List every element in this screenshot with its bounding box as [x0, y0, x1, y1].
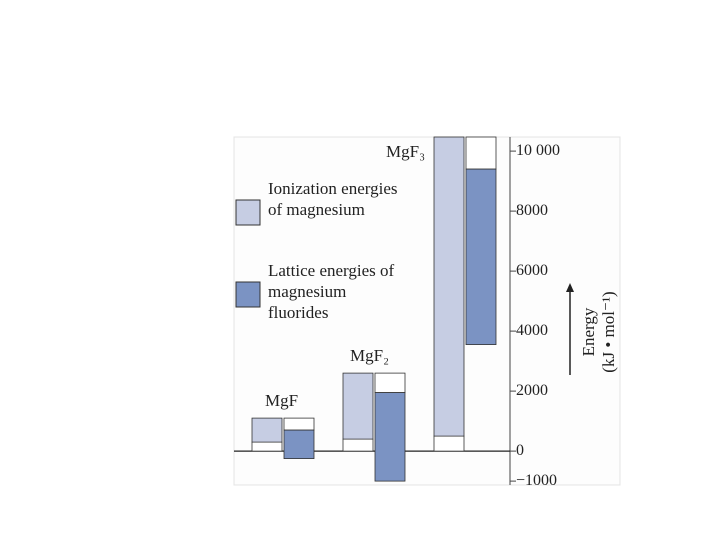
- ionization-bar: [433, 136, 465, 437]
- ionization-bar: [342, 372, 374, 440]
- base-segment: [342, 438, 374, 452]
- y-tick-label: −1000: [516, 472, 557, 489]
- legend-label: Lattice energies of magnesium fluorides: [268, 261, 395, 322]
- y-tick-label: 0: [516, 442, 524, 459]
- legend-swatch: [235, 281, 261, 308]
- ionization-bar: [251, 417, 283, 443]
- legend-swatch: [235, 199, 261, 226]
- category-label: MgF₂: [350, 346, 389, 365]
- y-tick-label: 10 000: [516, 142, 560, 159]
- remainder-segment: [465, 136, 497, 170]
- lattice-bar: [283, 429, 315, 460]
- lattice-bar: [374, 392, 406, 482]
- remainder-segment: [374, 372, 406, 394]
- y-tick-label: 8000: [516, 202, 548, 219]
- base-segment: [251, 441, 283, 452]
- base-segment: [433, 435, 465, 452]
- category-label: MgF: [265, 391, 298, 410]
- y-tick-label: 2000: [516, 382, 548, 399]
- y-tick-label: 4000: [516, 322, 548, 339]
- y-label: (kJ • mol⁻¹): [599, 291, 618, 372]
- legend-label: Ionization energies of magnesium: [268, 179, 398, 219]
- lattice-bar: [465, 168, 497, 346]
- y-label: Energy: [579, 307, 598, 356]
- remainder-segment: [283, 417, 315, 431]
- y-tick-label: 6000: [516, 262, 548, 279]
- category-label: MgF₃: [386, 142, 425, 161]
- axis-arrow-head: [566, 283, 574, 292]
